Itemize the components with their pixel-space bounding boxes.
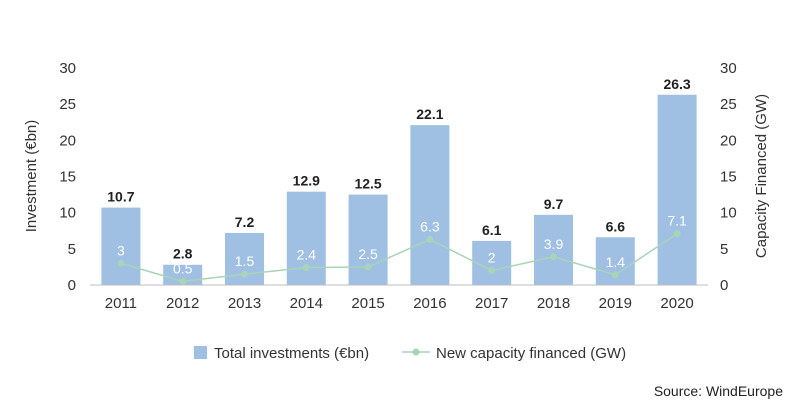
- x-tick-label: 2014: [290, 295, 323, 312]
- line-point: [426, 235, 434, 243]
- left-tick-label: 20: [59, 132, 76, 149]
- line-point: [550, 253, 557, 261]
- x-tick-label: 2018: [537, 295, 570, 312]
- x-tick-label: 2011: [105, 295, 137, 312]
- bar: [348, 194, 388, 285]
- line-point: [488, 267, 496, 275]
- bar-value-label: 26.3: [663, 76, 690, 92]
- line-point: [611, 271, 619, 279]
- right-tick-label: 25: [720, 96, 737, 113]
- right-tick-label: 15: [720, 169, 737, 186]
- legend: Total investments (€bn) New capacity fin…: [194, 345, 626, 362]
- line-point: [302, 264, 310, 272]
- right-tick-label: 10: [720, 205, 737, 222]
- line-series: 3 0.5 1.5 2.4 2.5 6.3 2 3.9 1.4 7.1: [117, 213, 687, 285]
- capacity-line: [120, 233, 678, 283]
- bar: [101, 207, 141, 285]
- bar: [534, 214, 573, 285]
- line-value-label: 2: [488, 250, 496, 266]
- x-tick-label: 2017: [475, 295, 508, 312]
- bar: [410, 125, 450, 285]
- x-tick-label: 2020: [660, 295, 693, 312]
- line-value-label: 2.4: [297, 247, 317, 263]
- x-tick-label: 2019: [599, 295, 632, 312]
- line-point: [673, 230, 681, 238]
- line-value-label: 1.4: [606, 254, 626, 270]
- bar: [472, 240, 512, 285]
- bar-value-label: 22.1: [416, 106, 443, 122]
- line-value-label: 1.5: [235, 253, 255, 269]
- line-point: [179, 277, 187, 285]
- left-tick-label: 30: [59, 60, 76, 77]
- right-tick-label: 5: [720, 241, 728, 258]
- bar: [657, 94, 697, 285]
- x-tick-label: 2015: [351, 295, 384, 312]
- line-value-label: 3: [117, 242, 125, 258]
- line-value-label: 2.5: [358, 246, 378, 262]
- line-point: [117, 259, 125, 267]
- line-value-label: 3.9: [544, 236, 564, 252]
- x-tick-label: 2013: [228, 295, 261, 312]
- x-tick-label: 2012: [166, 295, 199, 312]
- line-value-label: 0.5: [173, 260, 193, 276]
- line-point: [364, 263, 372, 271]
- line-value-label: 7.1: [667, 213, 687, 229]
- bar-value-label: 2.8: [173, 246, 193, 262]
- bar-value-label: 7.2: [235, 214, 255, 230]
- x-tick-label: 2016: [413, 295, 446, 312]
- x-axis-ticks: 2011 2012 2013 2014 2015 2016 2017 2018 2019 2020: [105, 295, 694, 312]
- right-tick-label: 30: [720, 60, 737, 77]
- right-tick-label: 0: [720, 277, 728, 294]
- bar-value-label: 12.9: [293, 173, 320, 189]
- legend-swatch-capacity-marker: [412, 348, 420, 356]
- bar-value-label: 6.6: [606, 218, 626, 234]
- left-axis-title: Investment (€bn): [23, 120, 40, 233]
- left-axis-ticks: 0 5 10 15 20 25 30: [59, 60, 76, 294]
- line-value-label: 6.3: [420, 218, 440, 234]
- right-axis-ticks: 0 5 10 15 20 25 30: [720, 60, 737, 294]
- bar-value-label: 12.5: [354, 176, 381, 192]
- left-tick-label: 5: [68, 241, 76, 258]
- legend-label-capacity: New capacity financed (GW): [436, 345, 626, 362]
- line-point: [241, 270, 248, 278]
- left-tick-label: 0: [68, 277, 76, 294]
- source-note: Source: WindEurope: [654, 383, 783, 399]
- left-tick-label: 10: [59, 205, 76, 222]
- right-tick-label: 20: [720, 132, 737, 149]
- left-tick-label: 15: [59, 169, 76, 186]
- legend-swatch-investments: [194, 346, 207, 359]
- right-axis-title: Capacity Financed (GW): [753, 94, 770, 258]
- bar-value-label: 10.7: [107, 189, 134, 205]
- left-tick-label: 25: [59, 96, 76, 113]
- legend-label-investments: Total investments (€bn): [214, 345, 369, 362]
- bar-value-label: 6.1: [482, 222, 502, 238]
- bar-value-label: 9.7: [544, 196, 564, 212]
